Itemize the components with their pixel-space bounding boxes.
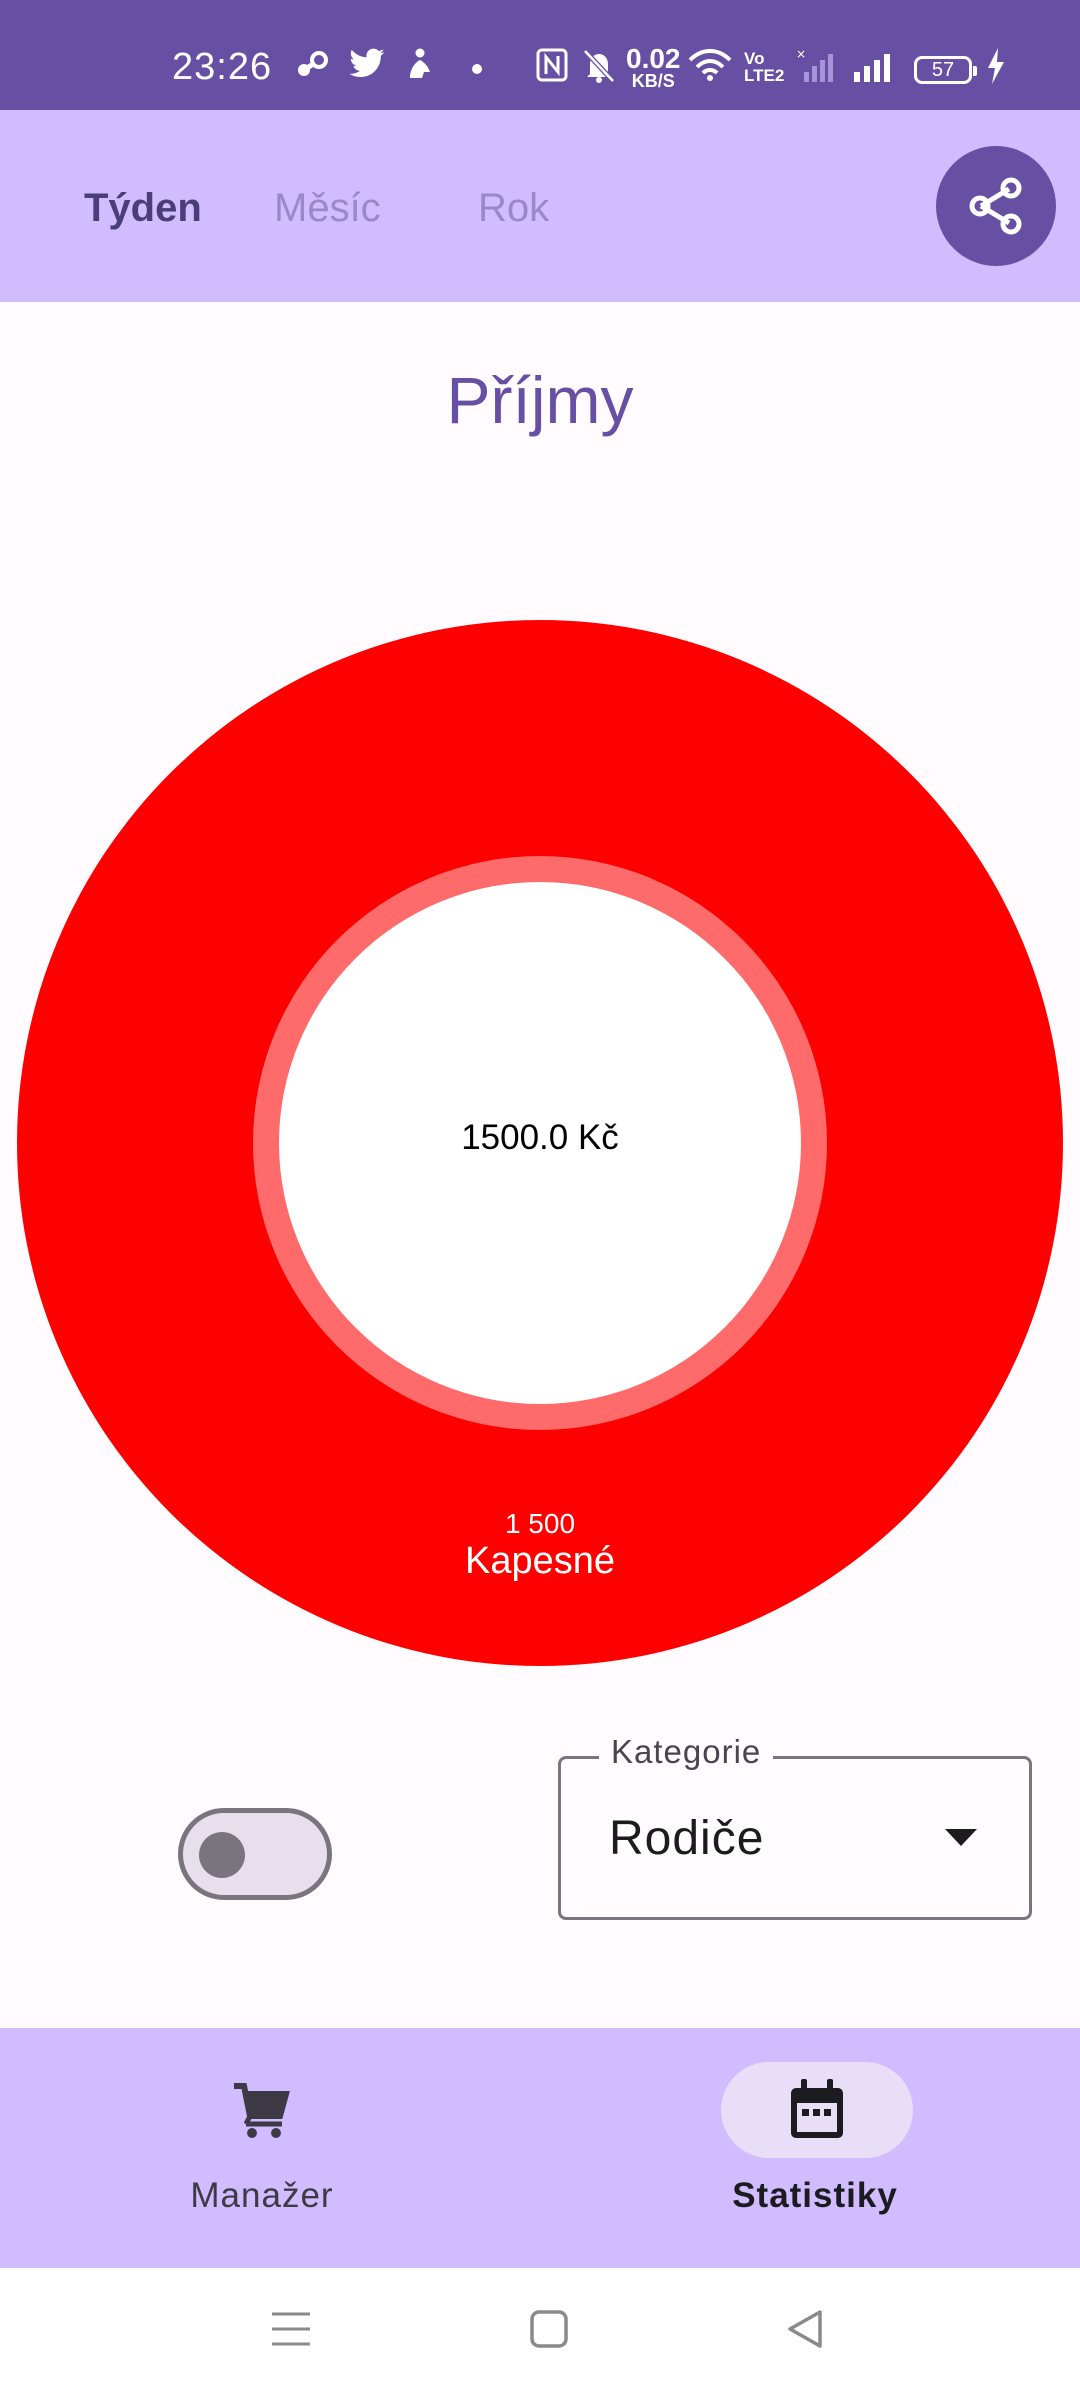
nav-label-manager: Manažer [190, 2176, 334, 2215]
tab-week[interactable]: Týden [84, 186, 202, 230]
volte-label: Vo [744, 49, 765, 68]
category-dropdown-label: Kategorie [599, 1733, 774, 1771]
dropdown-arrow-icon [945, 1829, 977, 1846]
twitter-icon [349, 48, 385, 77]
nav-item-statistics[interactable]: Statistiky [615, 2028, 1015, 2268]
menu-icon[interactable] [270, 2308, 312, 2350]
period-tab-bar: Týden Měsíc Rok [0, 110, 1080, 302]
chart-center-total: 1500.0 Kč [461, 1118, 619, 1157]
system-navigation-bar [0, 2268, 1080, 2400]
cart-icon [234, 2083, 290, 2138]
donut-hole [279, 882, 801, 1404]
signal-icon [854, 54, 890, 82]
nav-icon-container [198, 2062, 326, 2158]
share-button[interactable] [936, 146, 1056, 266]
bottom-navigation: Manažer Statistiky [0, 2028, 1080, 2268]
switch-thumb [199, 1832, 245, 1878]
home-icon[interactable] [528, 2308, 570, 2350]
network-speed: 0.02 KB/S [626, 43, 681, 91]
category-dropdown[interactable]: Kategorie Rodiče [558, 1733, 1032, 1920]
status-bar: 23:26 0.02 KB/S Vo L [0, 0, 1080, 110]
slice-category-label: Kapesné [464, 1540, 615, 1582]
share-icon [969, 177, 1022, 235]
mute-icon [583, 49, 615, 83]
svg-text:×: × [796, 48, 806, 61]
charging-icon [988, 48, 1004, 84]
status-time: 23:26 [172, 46, 273, 88]
nfc-icon [536, 48, 568, 82]
chart-mode-switch[interactable] [178, 1808, 332, 1900]
wifi-icon [688, 49, 732, 81]
tab-month[interactable]: Měsíc [274, 186, 381, 230]
slice-value-label: 1 500 [504, 1508, 576, 1539]
signal-icon: × [796, 48, 833, 82]
category-dropdown-value: Rodiče [609, 1812, 765, 1865]
nav-icon-container-active [721, 2062, 913, 2158]
back-icon[interactable] [784, 2308, 826, 2350]
lte-label: LTE2 [744, 66, 785, 85]
calendar-icon [791, 2079, 843, 2138]
fitness-icon [410, 48, 430, 78]
income-donut-chart [17, 620, 1063, 1666]
steam-icon [298, 51, 328, 76]
nav-item-manager[interactable]: Manažer [62, 2028, 462, 2268]
volte-indicator: Vo LTE2 [744, 50, 784, 84]
tab-year[interactable]: Rok [478, 186, 550, 230]
network-speed-value: 0.02 [626, 43, 681, 74]
dot-icon [472, 64, 482, 74]
nav-label-statistics: Statistiky [732, 2176, 898, 2215]
page-title: Příjmy [446, 363, 634, 437]
network-speed-unit: KB/S [631, 71, 675, 91]
battery-indicator: 57 [914, 56, 977, 84]
